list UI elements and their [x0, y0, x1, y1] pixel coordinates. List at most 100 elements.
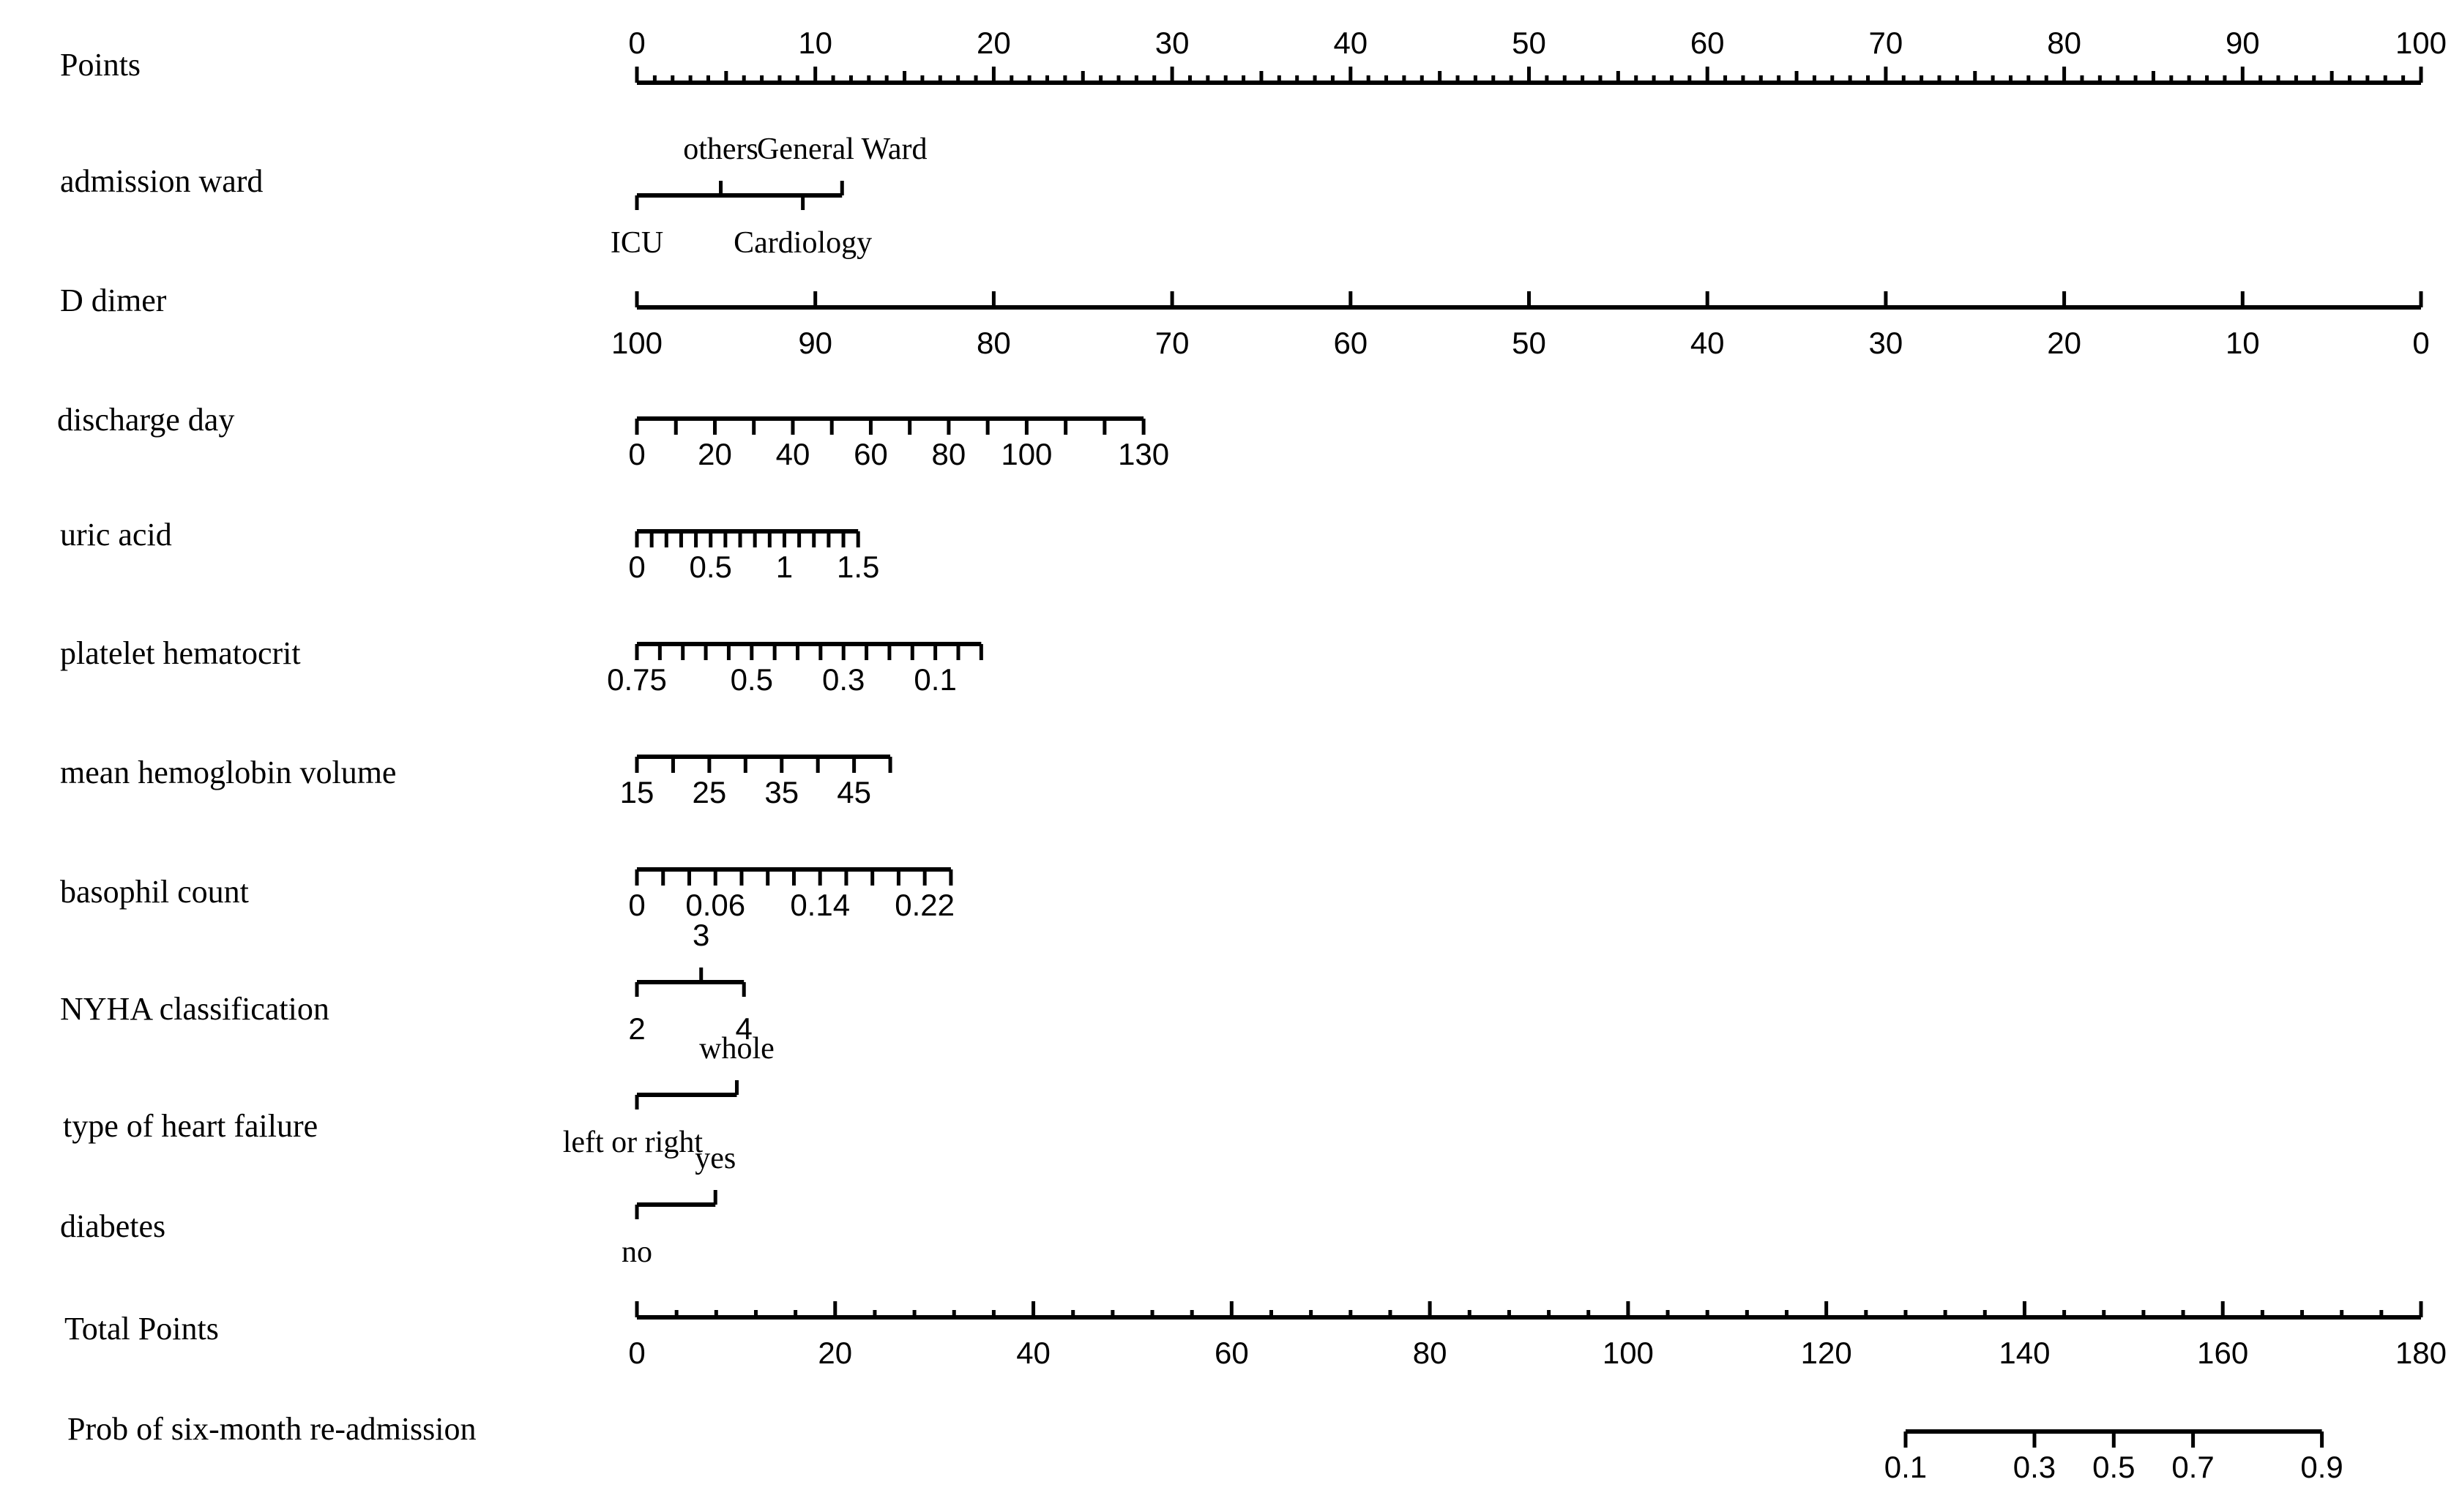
category-label-diabetes-yes: yes [695, 1142, 736, 1175]
row-labels: Points admission ward D dimer discharge day… [57, 47, 477, 1447]
tick-label-total-points-40: 40 [1016, 1336, 1051, 1370]
tick-label-points-80: 80 [2047, 26, 2081, 60]
category-label-nyha-classification-4: 4 [736, 1011, 753, 1046]
tick-label-d-dimer-40: 40 [1690, 326, 1725, 360]
category-label-nyha-classification-2: 2 [628, 1011, 645, 1046]
category-label-type-of-heart-failure-left-or-right: left or right [563, 1126, 704, 1159]
category-label-admission-ward-general-ward: General Ward [757, 132, 928, 166]
tick-label-d-dimer-100: 100 [611, 326, 663, 360]
row-label-total-points: Total Points [64, 1311, 219, 1347]
tick-label-total-points-120: 120 [1801, 1336, 1852, 1370]
row-label-discharge-day: discharge day [57, 402, 234, 438]
tick-label-points-10: 10 [798, 26, 832, 60]
tick-label-points-40: 40 [1333, 26, 1368, 60]
tick-label-prob-of-six-month-re-admission-0-9: 0.9 [2300, 1450, 2343, 1484]
tick-label-points-60: 60 [1690, 26, 1725, 60]
category-label-nyha-classification-3: 3 [693, 918, 709, 952]
category-label-admission-ward-others: others [683, 132, 758, 166]
tick-label-discharge-day-60: 60 [854, 437, 888, 471]
tick-label-mean-hemoglobin-volume-25: 25 [693, 775, 727, 809]
tick-label-d-dimer-0: 0 [2412, 326, 2429, 360]
tick-label-d-dimer-80: 80 [977, 326, 1011, 360]
tick-label-discharge-day-80: 80 [932, 437, 966, 471]
tick-label-uric-acid-0-5: 0.5 [690, 550, 732, 584]
tick-label-discharge-day-130: 130 [1118, 437, 1169, 471]
axis-nyha-classification: 2 3 4 [628, 918, 753, 1046]
row-label-mean-hemoglobin-volume: mean hemoglobin volume [60, 755, 396, 790]
tick-label-platelet-hematocrit-0-3: 0.3 [822, 662, 865, 697]
tick-label-prob-of-six-month-re-admission-0-3: 0.3 [2013, 1450, 2056, 1484]
tick-label-basophil-count-0-22: 0.22 [895, 888, 955, 922]
category-label-admission-ward-cardiology: Cardiology [734, 226, 872, 260]
axis-uric-acid: 0 0.5 1 1.5 [628, 529, 879, 584]
row-label-uric-acid: uric acid [60, 517, 172, 553]
row-label-platelet-hematocrit: platelet hematocrit [60, 635, 301, 671]
tick-label-basophil-count-0: 0 [628, 888, 645, 922]
row-label-d-dimer: D dimer [60, 282, 167, 318]
tick-label-uric-acid-0: 0 [628, 550, 645, 584]
tick-label-total-points-0: 0 [628, 1336, 645, 1370]
tick-label-discharge-day-0: 0 [628, 437, 645, 471]
tick-label-platelet-hematocrit-0-5: 0.5 [731, 662, 773, 697]
axis-total-points: 0 20 40 60 80 100 120 140 160 180 [628, 1301, 2447, 1370]
tick-label-total-points-80: 80 [1413, 1336, 1447, 1370]
tick-label-uric-acid-1: 1 [776, 550, 793, 584]
tick-label-mean-hemoglobin-volume-35: 35 [764, 775, 799, 809]
tick-label-total-points-140: 140 [1999, 1336, 2050, 1370]
axis-platelet-hematocrit: 0.75 0.5 0.3 0.1 [607, 642, 983, 697]
row-label-points: Points [60, 47, 141, 83]
tick-label-discharge-day-40: 40 [776, 437, 810, 471]
axis-type-of-heart-failure: left or right whole [563, 1032, 775, 1159]
tick-label-total-points-180: 180 [2395, 1336, 2447, 1370]
tick-label-d-dimer-60: 60 [1333, 326, 1368, 360]
tick-label-platelet-hematocrit-0-1: 0.1 [914, 662, 956, 697]
category-label-type-of-heart-failure-whole: whole [699, 1032, 775, 1066]
tick-label-points-70: 70 [1869, 26, 1903, 60]
tick-label-prob-of-six-month-re-admission-0-1: 0.1 [1884, 1450, 1927, 1484]
tick-label-d-dimer-70: 70 [1155, 326, 1190, 360]
axis-d-dimer: 100 90 80 70 60 50 40 30 20 10 0 [611, 291, 2430, 360]
axis-admission-ward: ICU others Cardiology General Ward [611, 132, 928, 260]
tick-label-basophil-count-0-14: 0.14 [790, 888, 850, 922]
tick-label-points-90: 90 [2226, 26, 2260, 60]
tick-label-discharge-day-100: 100 [1001, 437, 1052, 471]
tick-label-d-dimer-20: 20 [2047, 326, 2081, 360]
tick-label-total-points-60: 60 [1215, 1336, 1249, 1370]
axis-diabetes: no yes [622, 1142, 736, 1269]
category-label-admission-ward-icu: ICU [611, 226, 663, 260]
tick-label-d-dimer-90: 90 [798, 326, 832, 360]
tick-label-d-dimer-30: 30 [1869, 326, 1903, 360]
axis-points: 0 10 20 30 40 50 60 70 80 90 100 [628, 26, 2447, 85]
tick-label-prob-of-six-month-re-admission-0-5: 0.5 [2092, 1450, 2135, 1484]
tick-label-platelet-hematocrit-0-75: 0.75 [607, 662, 667, 697]
category-label-diabetes-no: no [622, 1235, 652, 1269]
row-label-diabetes: diabetes [60, 1208, 165, 1244]
tick-label-uric-acid-1-5: 1.5 [837, 550, 879, 584]
axis-prob-of-six-month-re-admission: 0.1 0.3 0.5 0.7 0.9 [1884, 1429, 2343, 1484]
row-label-prob-of-six-month-re-admission: Prob of six-month re-admission [67, 1411, 477, 1447]
tick-label-mean-hemoglobin-volume-45: 45 [837, 775, 871, 809]
row-label-type-of-heart-failure: type of heart failure [63, 1108, 318, 1144]
tick-label-d-dimer-10: 10 [2226, 326, 2260, 360]
tick-label-points-100: 100 [2395, 26, 2447, 60]
axis-basophil-count: 0 0.06 0.14 0.22 [628, 867, 955, 922]
tick-label-total-points-20: 20 [818, 1336, 852, 1370]
tick-label-total-points-160: 160 [2197, 1336, 2248, 1370]
tick-label-points-0: 0 [628, 26, 645, 60]
row-label-basophil-count: basophil count [60, 874, 249, 910]
tick-label-mean-hemoglobin-volume-15: 15 [620, 775, 654, 809]
tick-label-d-dimer-50: 50 [1512, 326, 1546, 360]
tick-label-points-20: 20 [977, 26, 1011, 60]
row-label-nyha-classification: NYHA classification [60, 991, 329, 1027]
tick-label-basophil-count-0-06: 0.06 [685, 888, 745, 922]
axis-discharge-day: 0 20 40 60 80 100 130 [628, 416, 1169, 471]
axis-mean-hemoglobin-volume: 15 25 35 45 [620, 755, 892, 809]
tick-label-discharge-day-20: 20 [698, 437, 732, 471]
axes: 0 10 20 30 40 50 60 70 80 90 100ICUothersCardiolog… [563, 26, 2447, 1484]
tick-label-points-50: 50 [1512, 26, 1546, 60]
tick-label-prob-of-six-month-re-admission-0-7: 0.7 [2171, 1450, 2214, 1484]
row-label-admission-ward: admission ward [60, 163, 263, 199]
tick-label-points-30: 30 [1155, 26, 1190, 60]
tick-label-total-points-100: 100 [1603, 1336, 1654, 1370]
